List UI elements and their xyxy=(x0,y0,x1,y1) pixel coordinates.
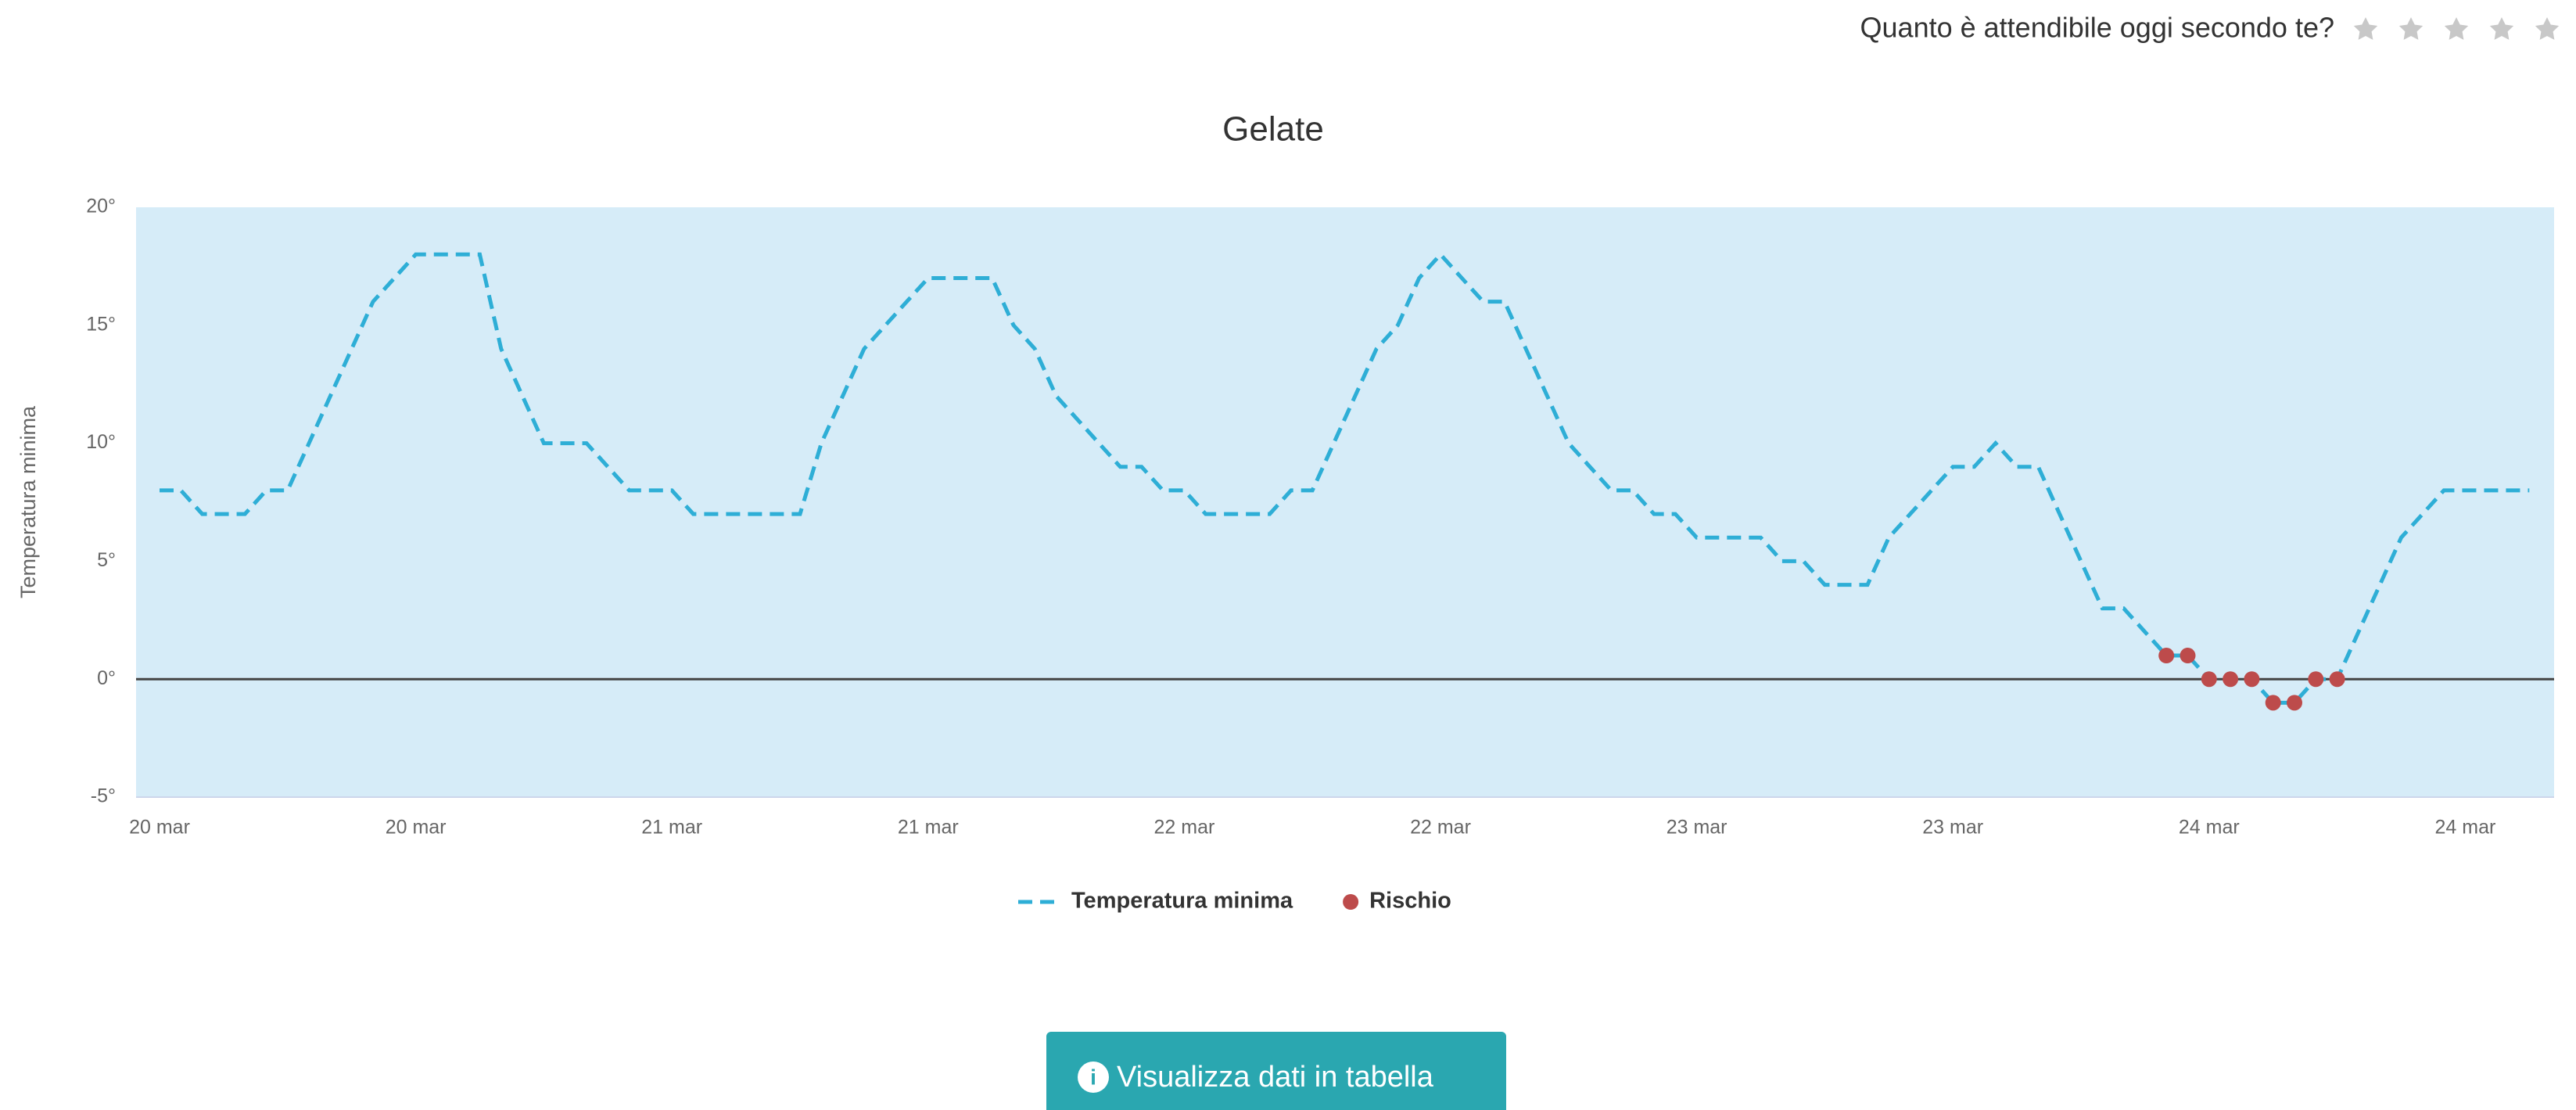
table-button[interactable]: i Visualizza dati in tabella xyxy=(1046,1032,1506,1110)
x-tick-label: 20 mar xyxy=(129,817,190,839)
x-tick-label: 21 mar xyxy=(641,817,702,839)
x-tick-label: 24 mar xyxy=(2179,817,2240,839)
x-tick-label: 22 mar xyxy=(1153,817,1214,839)
y-tick-label: 5° xyxy=(97,549,116,571)
star[interactable] xyxy=(2398,17,2424,40)
risk-marker xyxy=(2158,648,2175,664)
legend-symbol xyxy=(1343,894,1359,910)
risk-marker xyxy=(2287,695,2302,711)
x-tick-label: 23 mar xyxy=(1667,817,1727,839)
rating-question: Quanto è attendibile oggi secondo te? xyxy=(1860,12,2334,44)
legend-label: Rischio xyxy=(1369,889,1451,914)
legend-label: Temperatura minima xyxy=(1071,889,1293,914)
star[interactable] xyxy=(2535,17,2560,40)
y-tick-label: 20° xyxy=(86,196,116,217)
risk-marker xyxy=(2308,671,2324,688)
button-label[interactable]: Visualizza dati in tabella xyxy=(1117,1061,1434,1094)
y-tick-label: 15° xyxy=(86,313,116,335)
rating-stars[interactable] xyxy=(2353,17,2560,40)
star[interactable] xyxy=(2444,17,2469,40)
info-icon xyxy=(1078,1062,1109,1093)
star[interactable] xyxy=(2489,17,2514,40)
button-bg[interactable] xyxy=(1046,1032,1506,1110)
info-icon-glyph: i xyxy=(1090,1065,1096,1089)
x-tick-label: 21 mar xyxy=(898,817,959,839)
x-tick-label: 20 mar xyxy=(386,817,447,839)
y-axis-title: Temperatura minima xyxy=(16,405,40,598)
legend: Temperatura minima Rischio xyxy=(1018,889,1451,914)
risk-marker xyxy=(2201,671,2217,688)
y-tick-label: 10° xyxy=(86,431,116,453)
risk-marker xyxy=(2180,648,2196,664)
x-tick-label: 24 mar xyxy=(2434,817,2495,839)
star[interactable] xyxy=(2353,17,2378,40)
plot-area xyxy=(136,207,2554,797)
temperature-line xyxy=(160,251,2530,705)
y-tick-label: -5° xyxy=(91,785,116,807)
risk-marker xyxy=(2244,671,2260,688)
x-tick-label: 23 mar xyxy=(1922,817,1983,839)
risk-marker xyxy=(2265,695,2281,711)
y-tick-label: 0° xyxy=(97,667,116,689)
x-tick-label: 22 mar xyxy=(1410,817,1471,839)
risk-marker xyxy=(2329,671,2345,688)
risk-marker xyxy=(2223,671,2239,688)
chart-title: Gelate xyxy=(1222,110,1324,149)
